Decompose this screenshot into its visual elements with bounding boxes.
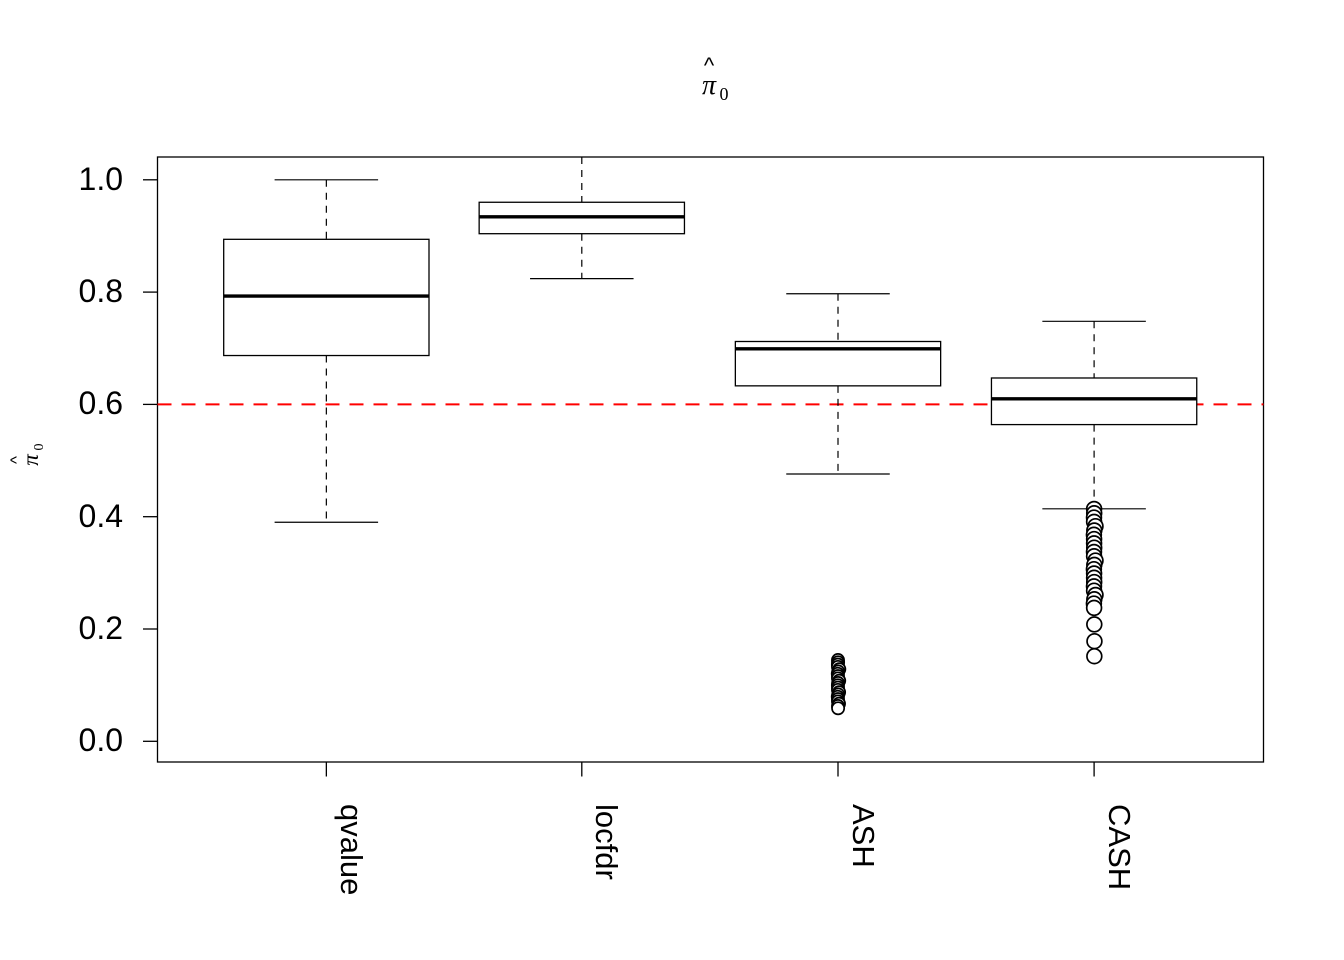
svg-text:^: ^ [7, 456, 26, 464]
svg-text:0.8: 0.8 [79, 273, 123, 309]
svg-text:1.0: 1.0 [79, 161, 123, 197]
svg-text:0.2: 0.2 [79, 610, 123, 646]
svg-text:qvalue: qvalue [334, 804, 369, 895]
svg-text:0.0: 0.0 [79, 722, 123, 758]
svg-text:0.4: 0.4 [79, 498, 123, 534]
svg-text:locfdr: locfdr [589, 804, 624, 880]
svg-text:0.6: 0.6 [79, 385, 123, 421]
svg-text:CASH: CASH [1102, 804, 1137, 890]
svg-text:0: 0 [720, 84, 729, 104]
svg-text:0: 0 [32, 444, 47, 451]
svg-text:ASH: ASH [846, 804, 881, 868]
svg-text:^: ^ [704, 53, 715, 78]
